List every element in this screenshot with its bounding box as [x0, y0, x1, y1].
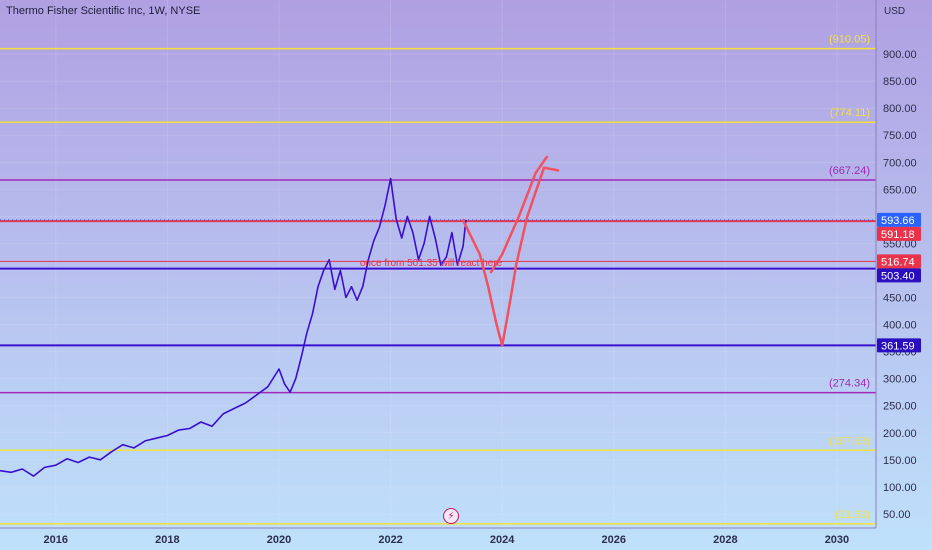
price-tag: 591.18: [877, 226, 921, 241]
price-tag: 503.40: [877, 268, 921, 283]
level-label: (774.11): [830, 107, 870, 119]
projection-drawing[interactable]: [489, 155, 549, 274]
annotation-text[interactable]: once from 501.35 will react here: [360, 258, 503, 269]
x-tick-label: 2030: [825, 534, 849, 546]
y-tick-label: 700.00: [883, 157, 917, 169]
price-tag-background: [877, 212, 921, 227]
chart-title: Thermo Fisher Scientific Inc, 1W, NYSE: [6, 5, 201, 17]
price-tag-background: [877, 338, 921, 353]
level-label: (274.34): [829, 378, 870, 390]
price-tag-label: 503.40: [881, 270, 915, 282]
y-tick-label: 300.00: [883, 374, 917, 386]
level-label: (667.24): [829, 165, 870, 177]
price-tag-label: 593.66: [881, 215, 915, 227]
price-tag-label: 361.59: [881, 340, 915, 352]
projection-drawing[interactable]: [461, 166, 560, 347]
price-series-line: [0, 177, 467, 477]
level-label: (910.05): [829, 34, 870, 46]
x-tick-label: 2018: [155, 534, 179, 546]
y-tick-label: 400.00: [883, 320, 917, 332]
y-tick-label: 650.00: [883, 184, 917, 196]
x-tick-label: 2016: [44, 534, 68, 546]
y-tick-label: 100.00: [883, 482, 917, 494]
x-tick-label: 2022: [378, 534, 402, 546]
y-tick-label: 50.00: [883, 509, 911, 521]
price-tag-background: [877, 254, 921, 269]
price-tag: 593.66: [877, 212, 921, 227]
y-tick-label: 250.00: [883, 401, 917, 413]
y-tick-label: 900.00: [883, 49, 917, 61]
y-tick-label: 750.00: [883, 130, 917, 142]
level-label: (31.69): [835, 509, 870, 521]
price-tag-label: 591.18: [881, 229, 915, 241]
y-tick-label: 850.00: [883, 76, 917, 88]
y-tick-label: 550.00: [883, 238, 917, 250]
x-tick-label: 2020: [267, 534, 291, 546]
y-tick-label: 150.00: [883, 455, 917, 467]
price-tag-background: [877, 226, 921, 241]
y-tick-label: 800.00: [883, 103, 917, 115]
y-tick-label: 450.00: [883, 293, 917, 305]
x-tick-label: 2026: [602, 534, 626, 546]
x-tick-label: 2028: [713, 534, 737, 546]
y-tick-label: 200.00: [883, 428, 917, 440]
price-tag: 361.59: [877, 338, 921, 353]
x-tick-label: 2024: [490, 534, 515, 546]
lightning-bolt-icon[interactable]: ⚡: [443, 508, 459, 524]
price-tag-label: 516.74: [881, 256, 915, 268]
currency-label: USD: [884, 6, 906, 17]
price-tag: 516.74: [877, 254, 921, 269]
price-tag-background: [877, 268, 921, 283]
level-label: (167.63): [829, 435, 870, 447]
